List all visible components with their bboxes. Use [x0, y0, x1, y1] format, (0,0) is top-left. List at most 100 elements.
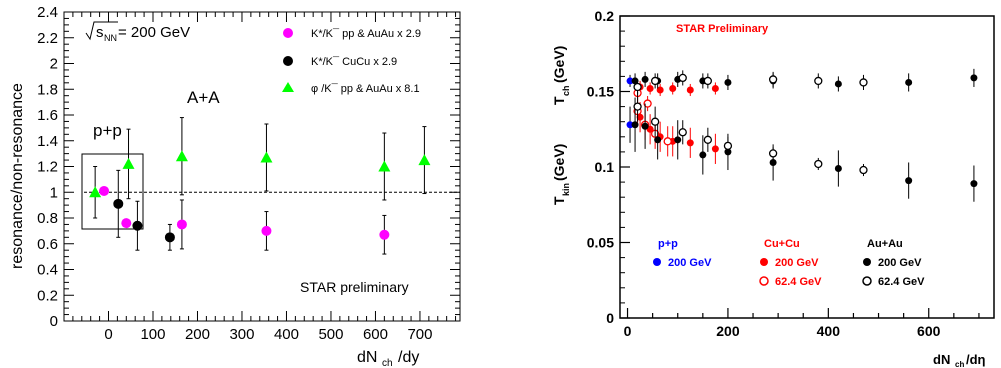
data-point-open: [768, 149, 778, 158]
resonance-ratio-chart: 0 0.2 0.4 0.6 0.8 1 1.2 1.4 1.6 1.8 2 2.2 2.4 0 100 200…: [9, 4, 461, 368]
right-x-tick-label: 0: [624, 323, 632, 339]
data-point-open: [643, 99, 652, 108]
right-x-title-tail: /dη: [966, 352, 986, 367]
data-point-filled: [834, 165, 842, 173]
left-x-title-sub: ch: [382, 358, 393, 368]
right-x-title-main: dN: [933, 352, 950, 367]
left-x-title-tail: /dy: [398, 349, 419, 366]
legend-header-auau: Au+Au: [867, 238, 903, 250]
data-point-filled: [970, 74, 978, 82]
left-x-axis-title: dN ch /dy: [357, 349, 419, 368]
data-point-open: [650, 117, 660, 126]
legend-marker-cucu-62: [759, 276, 769, 286]
legend-label-kstar-cucu: K*/K¯ CuCu x 2.9: [311, 56, 397, 68]
legend-header-pp: p+p: [658, 238, 678, 250]
data-point-open: [650, 76, 660, 86]
data-point-open: [859, 165, 868, 175]
right-y-tick-label: 0.05: [587, 235, 614, 251]
left-x-tick-label: 0: [104, 326, 112, 343]
temperature-chart: 0 0.05 0.1 0.15 0.2 0 200 400 600 STAR Prelimina…: [551, 8, 995, 368]
data-point-filled: [686, 86, 694, 94]
data-point-open: [814, 76, 823, 86]
data-point-filled: [641, 122, 649, 130]
left-y-tick-label: 0.8: [37, 210, 58, 227]
data-point-filled: [724, 78, 732, 86]
data-point-filled: [769, 158, 777, 166]
right-x-axis-title: dN ch /dη: [933, 352, 986, 368]
data-point-circle: [261, 225, 272, 236]
left-y-tick-label: 2: [50, 56, 58, 73]
legend-header-cucu: Cu+Cu: [764, 238, 800, 250]
data-point-filled: [626, 77, 634, 85]
left-x-title-main: dN: [357, 349, 377, 366]
left-x-tick-label: 100: [140, 326, 165, 343]
energy-label-s: s: [96, 24, 104, 41]
data-point-circle: [164, 232, 175, 243]
data-point-filled: [631, 121, 639, 129]
data-point-filled: [699, 151, 707, 159]
right-y-tick-label: 0.1: [595, 159, 615, 175]
data-point-filled: [646, 84, 654, 92]
left-x-tick-label: 600: [363, 326, 388, 343]
data-point-filled: [636, 113, 644, 121]
energy-label: s NN = 200 GeV: [85, 21, 190, 43]
data-point-open: [723, 141, 733, 151]
data-point-open: [859, 78, 868, 87]
data-point-filled: [654, 136, 662, 144]
legend-label-auau-200: 200 GeV: [878, 257, 922, 269]
left-x-tick-label: 200: [185, 326, 210, 343]
data-point-filled: [674, 136, 682, 144]
energy-label-value: = 200 GeV: [118, 24, 190, 41]
data-point-filled: [641, 75, 649, 83]
data-point-open: [768, 75, 778, 84]
data-point-triangle: [122, 157, 135, 169]
data-point-triangle: [260, 151, 273, 163]
right-x-tick-label: 400: [817, 323, 841, 339]
data-point-open: [703, 135, 713, 144]
data-point-circle: [121, 218, 132, 229]
data-point-open: [703, 76, 713, 86]
left-y-tick-label: 1.6: [37, 107, 58, 124]
legend-label-cucu-200: 200 GeV: [775, 257, 819, 269]
left-y-tick-label: 0: [50, 313, 58, 330]
data-point-circle: [132, 220, 143, 231]
left-x-tick-label: 400: [274, 326, 299, 343]
left-legend: K*/K¯ pp & AuAu x 2.9 K*/K¯ CuCu x 2.9 φ…: [282, 28, 421, 95]
tch-title-sub: ch: [561, 85, 571, 96]
left-axes-group: 0 0.2 0.4 0.6 0.8 1 1.2 1.4 1.6 1.8 2 2.2 2.4 0 100 200…: [37, 4, 461, 343]
data-point-filled: [631, 77, 639, 85]
data-point-filled: [656, 86, 664, 94]
tch-axis-title: T ch (GeV): [551, 46, 571, 105]
data-point-triangle: [175, 150, 188, 162]
data-point-open: [663, 137, 672, 146]
legend-marker-cucu-200: [760, 258, 768, 266]
pp-label: p+p: [93, 121, 122, 140]
right-x-tick-label: 600: [917, 323, 941, 339]
tkin-title-sub: kin: [561, 183, 571, 196]
energy-label-sub: NN: [104, 33, 117, 43]
data-point-triangle: [418, 154, 431, 166]
left-plot-frame: [63, 11, 461, 322]
data-point-filled: [905, 78, 913, 86]
legend-marker-auau-200: [863, 258, 871, 266]
data-point-filled: [646, 125, 654, 133]
data-point-circle: [379, 229, 390, 240]
data-point-open: [814, 159, 823, 169]
left-y-tick-label: 1.2: [37, 159, 58, 176]
data-point-filled: [905, 177, 913, 185]
legend-label-phi: φ /K¯ pp & AuAu x 8.1: [311, 83, 420, 95]
right-axes-group: 0 0.05 0.1 0.15 0.2 0 200 400 600: [587, 8, 995, 339]
star-preliminary-label: STAR preliminary: [300, 279, 409, 295]
legend-marker-pp-200: [653, 258, 661, 266]
left-y-axis-title: resonance/non-resonance: [9, 83, 26, 269]
data-point-filled: [711, 145, 719, 153]
legend-label-cucu-62: 62.4 GeV: [775, 276, 822, 288]
data-point-open: [678, 128, 687, 137]
tch-title-tail: (GeV): [551, 46, 567, 83]
left-y-tick-label: 1: [50, 184, 58, 201]
data-point-filled: [834, 80, 842, 88]
right-plot-frame: [619, 15, 995, 319]
legend-label-kstar-pp-auau: K*/K¯ pp & AuAu x 2.9: [311, 28, 421, 40]
left-x-tick-label: 700: [407, 326, 432, 343]
left-y-tick-label: 0.6: [37, 236, 58, 253]
